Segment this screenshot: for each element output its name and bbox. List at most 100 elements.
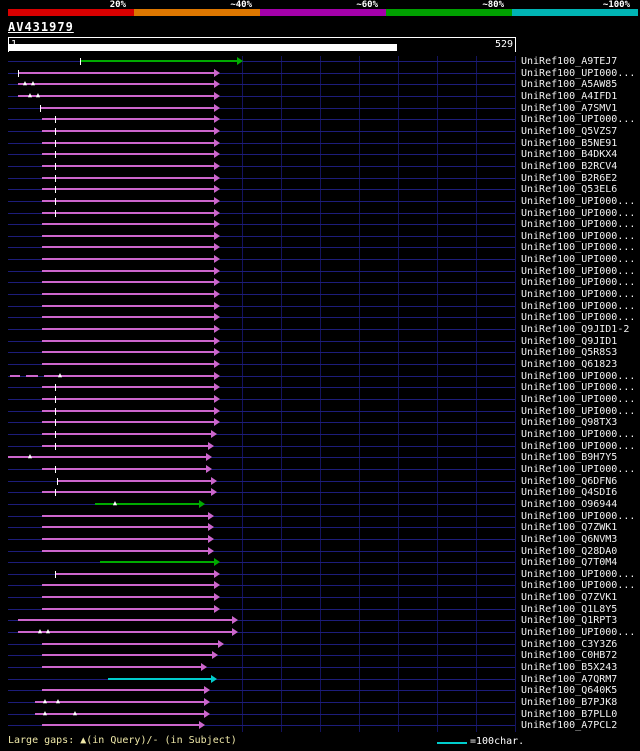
subject-label[interactable]: UniRef100_UPI000... (521, 405, 636, 417)
subject-label[interactable]: UniRef100_O96944 (521, 498, 618, 510)
alignment-bar[interactable] (42, 339, 214, 342)
subject-label[interactable]: UniRef100_UPI000... (521, 242, 636, 254)
subject-label[interactable]: UniRef100_A9TEJ7 (521, 56, 618, 67)
alignment-bar[interactable] (42, 363, 214, 366)
alignment-bar[interactable] (42, 246, 214, 249)
alignment-bar[interactable] (100, 561, 214, 564)
alignment-bar[interactable] (42, 223, 214, 226)
subject-label[interactable]: UniRef100_B2RCV4 (521, 160, 618, 172)
alignment-bar[interactable] (42, 211, 214, 214)
subject-label[interactable]: UniRef100_UPI000... (521, 219, 636, 231)
subject-label[interactable]: UniRef100_UPI000... (521, 428, 636, 440)
alignment-bar[interactable] (42, 188, 214, 191)
alignment-bar[interactable] (42, 328, 214, 331)
alignment-bar[interactable] (42, 141, 214, 144)
subject-label[interactable]: UniRef100_Q7ZWK1 (521, 522, 618, 534)
alignment-bar[interactable] (55, 572, 214, 575)
subject-label[interactable]: UniRef100_Q9JID1-2 (521, 324, 630, 336)
subject-label[interactable]: UniRef100_B7PJK8 (521, 697, 618, 709)
subject-label[interactable]: UniRef100_UPI000... (521, 510, 636, 522)
alignment-bar[interactable] (44, 374, 214, 377)
subject-label[interactable]: UniRef100_UPI000... (521, 382, 636, 394)
alignment-bar[interactable] (18, 631, 232, 634)
alignment-bar[interactable] (42, 467, 206, 470)
query-title[interactable]: AV431979 (8, 20, 74, 34)
subject-label[interactable]: UniRef100_UPI000... (521, 195, 636, 207)
alignment-bar[interactable] (42, 316, 214, 319)
alignment-bar[interactable] (35, 701, 204, 704)
alignment-bar[interactable] (42, 176, 214, 179)
subject-label[interactable]: UniRef100_UPI000... (521, 300, 636, 312)
subject-label[interactable]: UniRef100_UPI000... (521, 230, 636, 242)
alignment-bar[interactable] (42, 304, 214, 307)
subject-label[interactable]: UniRef100_A4IFD1 (521, 90, 618, 102)
subject-label[interactable]: UniRef100_B4DKX4 (521, 149, 618, 161)
subject-label[interactable]: UniRef100_B9H7Y5 (521, 452, 618, 464)
subject-label[interactable]: UniRef100_Q4SDI6 (521, 487, 618, 499)
alignment-bar[interactable] (42, 432, 211, 435)
subject-label[interactable]: UniRef100_Q7T0M4 (521, 557, 618, 569)
alignment-bar[interactable] (42, 549, 208, 552)
alignment-bar[interactable] (18, 94, 214, 97)
subject-label[interactable]: UniRef100_UPI000... (521, 289, 636, 301)
alignment-bar[interactable] (42, 281, 214, 284)
alignment-bar[interactable] (18, 71, 214, 74)
alignment-bar[interactable] (42, 584, 214, 587)
subject-label[interactable]: UniRef100_Q6DFN6 (521, 475, 618, 487)
subject-label[interactable]: UniRef100_Q7ZVK1 (521, 592, 618, 604)
subject-label[interactable]: UniRef100_UPI000... (521, 114, 636, 126)
subject-label[interactable]: UniRef100_UPI000... (521, 568, 636, 580)
alignment-bar[interactable] (42, 654, 212, 657)
alignment-bar[interactable] (42, 199, 214, 202)
alignment-bar[interactable] (80, 60, 237, 62)
alignment-bar[interactable] (57, 479, 211, 482)
alignment-bar[interactable] (42, 724, 199, 727)
subject-label[interactable]: UniRef100_A7SMV1 (521, 102, 618, 114)
alignment-bar[interactable] (42, 293, 214, 296)
alignment-bar[interactable] (42, 258, 214, 261)
alignment-bar[interactable] (42, 444, 208, 447)
subject-label[interactable]: UniRef100_Q1L8Y5 (521, 603, 618, 615)
subject-label[interactable]: UniRef100_B5X243 (521, 662, 618, 674)
alignment-bar[interactable] (42, 666, 201, 669)
subject-label[interactable]: UniRef100_UPI000... (521, 277, 636, 289)
subject-label[interactable]: UniRef100_A5AW85 (521, 79, 618, 91)
alignment-bar[interactable] (42, 153, 214, 156)
subject-label[interactable]: UniRef100_UPI000... (521, 463, 636, 475)
alignment-bar[interactable] (42, 491, 211, 494)
subject-label[interactable]: UniRef100_UPI000... (521, 370, 636, 382)
subject-label[interactable]: UniRef100_B7PLL0 (521, 708, 618, 720)
alignment-bar[interactable] (42, 397, 214, 400)
subject-label[interactable]: UniRef100_Q61823 (521, 359, 618, 371)
subject-label[interactable]: UniRef100_UPI000... (521, 312, 636, 324)
subject-label[interactable]: UniRef100_UPI000... (521, 254, 636, 266)
alignment-bar[interactable] (42, 526, 208, 529)
subject-label[interactable]: UniRef100_Q640K5 (521, 685, 618, 697)
subject-label[interactable]: UniRef100_C3Y3Z6 (521, 638, 618, 650)
alignment-bar[interactable] (42, 607, 214, 610)
alignment-bar[interactable] (42, 234, 214, 237)
alignment-bar[interactable] (42, 689, 204, 692)
alignment-bar[interactable] (35, 712, 204, 715)
alignment-bar[interactable] (42, 164, 214, 167)
subject-label[interactable]: UniRef100_UPI000... (521, 393, 636, 405)
subject-label[interactable]: UniRef100_Q5R8S3 (521, 347, 618, 359)
alignment-bar[interactable] (108, 677, 211, 680)
alignment-bar[interactable] (42, 537, 208, 540)
subject-label[interactable]: UniRef100_B2R6E2 (521, 172, 618, 184)
subject-label[interactable]: UniRef100_Q6NVM3 (521, 533, 618, 545)
alignment-bar[interactable] (42, 596, 214, 599)
subject-label[interactable]: UniRef100_UPI000... (521, 440, 636, 452)
subject-label[interactable]: UniRef100_Q5VZS7 (521, 125, 618, 137)
subject-label[interactable]: UniRef100_Q98TX3 (521, 417, 618, 429)
subject-label[interactable]: UniRef100_Q9JID1 (521, 335, 618, 347)
alignment-bar[interactable] (95, 502, 199, 505)
alignment-bar[interactable] (42, 409, 214, 412)
subject-label[interactable]: UniRef100_C0HB72 (521, 650, 618, 662)
alignment-bar[interactable] (8, 456, 206, 459)
alignment-bar[interactable] (42, 514, 208, 517)
subject-label[interactable]: UniRef100_Q28DA0 (521, 545, 618, 557)
alignment-bar[interactable] (40, 106, 214, 109)
alignment-bar[interactable] (42, 129, 214, 132)
subject-label[interactable]: UniRef100_A7PCL2 (521, 720, 618, 732)
